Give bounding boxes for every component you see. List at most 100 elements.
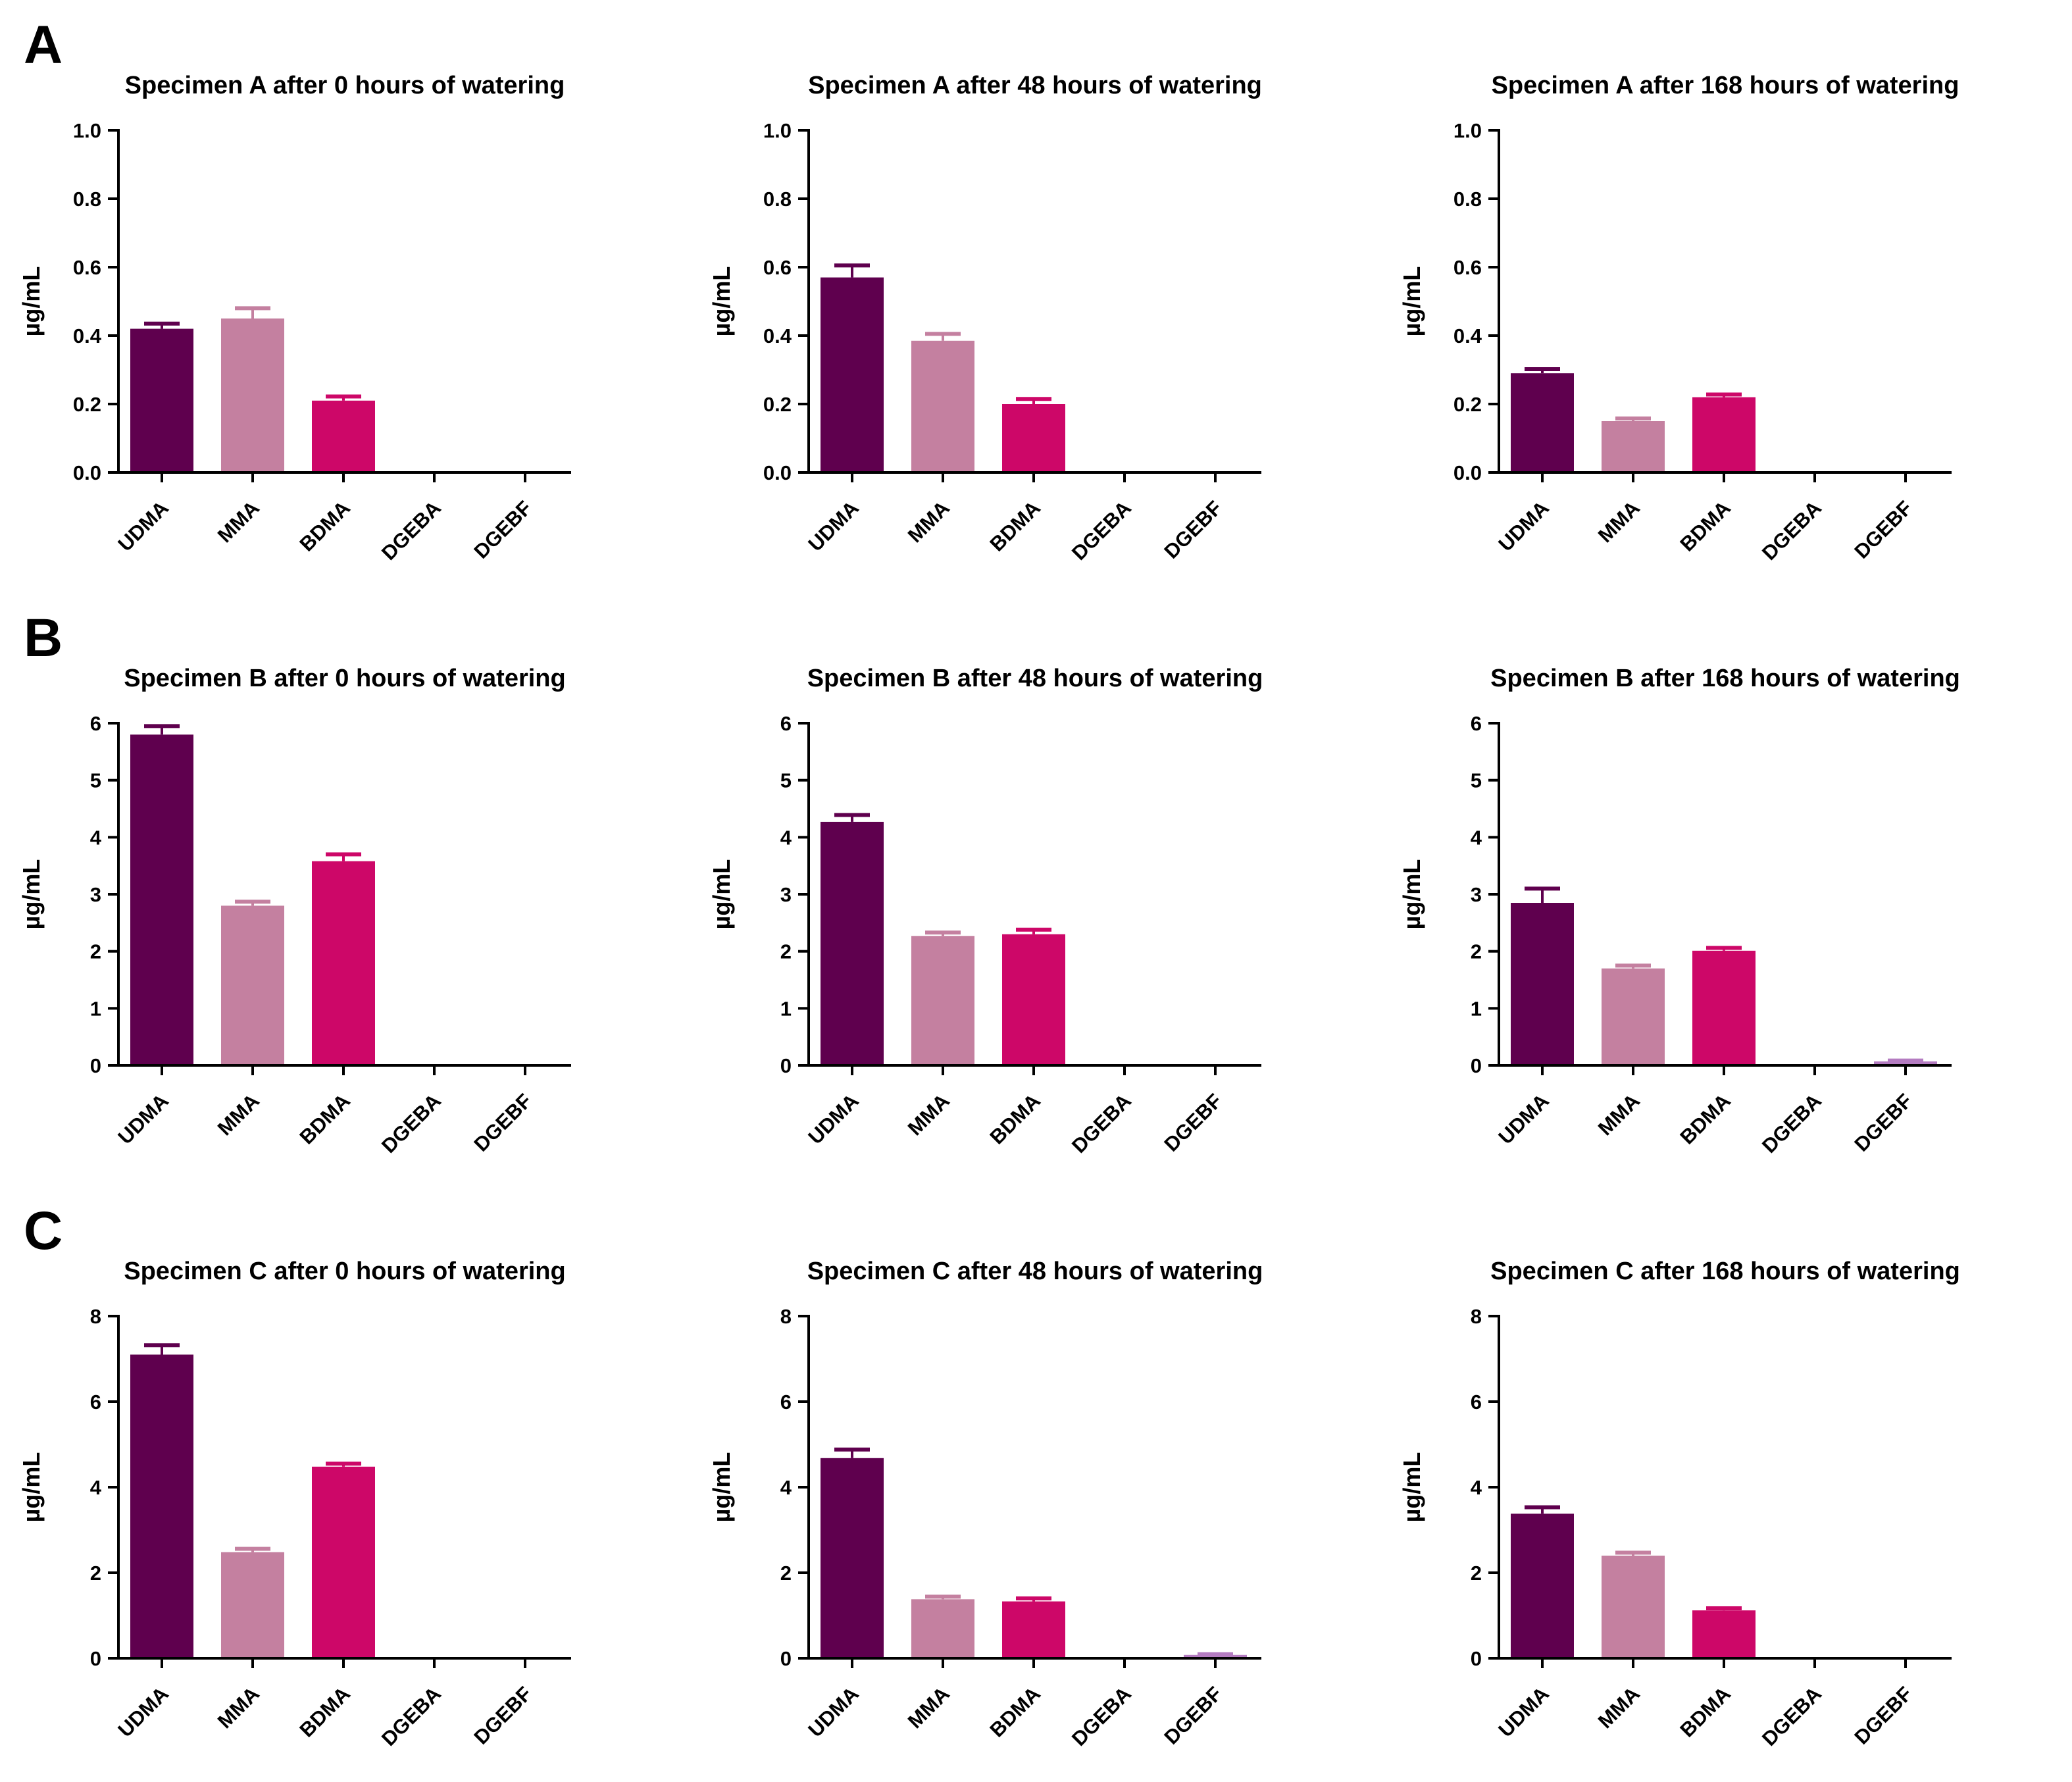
x-tick-label-BDMA: BDMA	[1675, 496, 1735, 556]
x-tick-label-BDMA: BDMA	[295, 1682, 355, 1742]
y-axis-label: µg/mL	[18, 859, 45, 930]
x-tick-label-DGEBF: DGEBF	[1850, 1682, 1916, 1748]
x-tick-label-UDMA: UDMA	[1494, 1089, 1554, 1149]
error-bar-BDMA	[326, 852, 361, 861]
error-bar-UDMA	[834, 263, 870, 278]
x-tick-label-DGEBF: DGEBF	[469, 496, 536, 563]
chart-title: Specimen A after 0 hours of watering	[125, 72, 565, 99]
x-tick-label-MMA: MMA	[213, 496, 264, 547]
y-tick-label: 2	[90, 940, 101, 963]
y-axis-label: µg/mL	[18, 1452, 45, 1523]
panel-row-b: B Specimen B after 0 hours of watering µg…	[0, 593, 2072, 1186]
panel-label-b: B	[24, 608, 63, 668]
x-tick-label-DGEBA: DGEBA	[1067, 1682, 1136, 1750]
x-tick-label-DGEBA: DGEBA	[377, 1089, 445, 1158]
bar-BDMA	[1002, 934, 1065, 1065]
bar-BDMA	[312, 400, 375, 472]
y-axis-label: µg/mL	[1398, 1452, 1425, 1523]
bar-chart-specimen-c-after-48-hours-of-watering: Specimen C after 48 hours of watering µg/…	[708, 1258, 1263, 1750]
bar-UDMA	[130, 734, 193, 1065]
error-bar-BDMA	[1706, 392, 1742, 397]
x-tick-label-UDMA: UDMA	[113, 496, 173, 556]
bar-DGEBF	[1184, 1654, 1247, 1658]
chart-slot: Specimen B after 48 hours of watering µg/…	[690, 593, 1380, 1186]
x-tick-label-MMA: MMA	[903, 1682, 954, 1733]
y-tick-label: 0.6	[763, 256, 792, 279]
y-tick-label: 0.8	[1453, 188, 1482, 211]
bar-BDMA	[312, 861, 375, 1065]
y-tick-label: 8	[90, 1305, 101, 1328]
error-bar-BDMA	[1016, 1596, 1051, 1602]
y-tick-label: 0.8	[763, 188, 792, 211]
chart-slot: Specimen A after 48 hours of watering µg/…	[690, 0, 1380, 593]
x-tick-label-DGEBA: DGEBA	[1757, 1682, 1826, 1750]
y-tick-label: 2	[780, 940, 792, 963]
error-bar-MMA	[925, 930, 961, 936]
y-tick-label: 4	[1471, 1476, 1482, 1499]
y-tick-label: 0.2	[1453, 393, 1482, 416]
y-tick-label: 5	[1471, 769, 1482, 792]
bar-chart-specimen-a-after-168-hours-of-watering: Specimen A after 168 hours of watering µg…	[1398, 72, 1959, 565]
y-tick-label: 0.4	[763, 324, 792, 347]
error-bar-BDMA	[1706, 946, 1742, 951]
error-bar-MMA	[925, 1594, 961, 1600]
y-tick-label: 0	[780, 1647, 792, 1670]
y-tick-label: 0.8	[73, 188, 101, 211]
chart-slot: Specimen B after 0 hours of watering µg/m…	[0, 593, 690, 1186]
x-tick-label-DGEBA: DGEBA	[377, 1682, 445, 1750]
bar-chart-specimen-a-after-0-hours-of-watering: Specimen A after 0 hours of watering µg/m…	[18, 72, 571, 565]
charts-row-a: Specimen A after 0 hours of watering µg/m…	[0, 0, 2071, 593]
chart-slot: Specimen B after 168 hours of watering µg…	[1380, 593, 2071, 1186]
bar-chart-specimen-c-after-168-hours-of-watering: Specimen C after 168 hours of watering µg…	[1398, 1258, 1960, 1750]
chart-title: Specimen C after 168 hours of watering	[1490, 1258, 1960, 1285]
bar-UDMA	[130, 328, 193, 472]
bar-BDMA	[1692, 397, 1756, 472]
y-tick-label: 8	[1471, 1305, 1482, 1328]
bar-chart-specimen-c-after-0-hours-of-watering: Specimen C after 0 hours of watering µg/m…	[18, 1258, 571, 1750]
y-tick-label: 1.0	[763, 119, 792, 142]
error-bar-MMA	[235, 306, 270, 318]
chart-slot: Specimen C after 168 hours of watering µg…	[1380, 1186, 2071, 1779]
chart-title: Specimen B after 168 hours of watering	[1490, 665, 1960, 692]
y-tick-label: 0.0	[1453, 461, 1482, 484]
chart-slot: Specimen A after 0 hours of watering µg/m…	[0, 0, 690, 593]
x-tick-label-UDMA: UDMA	[113, 1089, 173, 1149]
y-tick-label: 6	[780, 712, 792, 735]
panel-label-c: C	[24, 1201, 63, 1261]
y-axis-label: µg/mL	[708, 267, 735, 337]
bar-DGEBF	[1874, 1061, 1937, 1065]
x-tick-label-BDMA: BDMA	[1675, 1089, 1735, 1149]
bar-MMA	[221, 905, 284, 1065]
bar-UDMA	[1511, 903, 1574, 1065]
bar-chart-specimen-b-after-168-hours-of-watering: Specimen B after 168 hours of watering µg…	[1398, 665, 1960, 1158]
bar-MMA	[1602, 421, 1665, 472]
error-bar-MMA	[925, 332, 961, 341]
x-tick-label-BDMA: BDMA	[985, 496, 1045, 556]
bar-chart-specimen-b-after-48-hours-of-watering: Specimen B after 48 hours of watering µg/…	[708, 665, 1263, 1158]
bar-MMA	[911, 340, 974, 472]
error-bar-UDMA	[144, 724, 180, 735]
bar-UDMA	[821, 1458, 884, 1658]
error-bar-UDMA	[1525, 1505, 1560, 1514]
y-tick-label: 0.2	[73, 393, 101, 416]
y-tick-label: 8	[780, 1305, 792, 1328]
y-tick-label: 2	[780, 1562, 792, 1585]
error-bar-UDMA	[1525, 886, 1560, 903]
bar-UDMA	[1511, 1514, 1574, 1658]
y-axis-label: µg/mL	[1398, 267, 1425, 337]
x-tick-label-DGEBF: DGEBF	[1159, 1682, 1226, 1748]
y-tick-label: 5	[780, 769, 792, 792]
y-axis-label: µg/mL	[1398, 859, 1425, 930]
x-tick-label-MMA: MMA	[213, 1089, 264, 1140]
x-tick-label-UDMA: UDMA	[1494, 496, 1554, 556]
y-axis-label: µg/mL	[708, 859, 735, 930]
y-tick-label: 3	[1471, 883, 1482, 906]
x-tick-label-DGEBA: DGEBA	[1757, 1089, 1826, 1158]
error-bar-DGEBF	[1198, 1652, 1233, 1656]
y-tick-label: 4	[780, 1476, 792, 1499]
x-tick-label-DGEBF: DGEBF	[1159, 1089, 1226, 1156]
bar-BDMA	[1002, 404, 1065, 472]
bar-BDMA	[312, 1466, 375, 1658]
x-tick-label-UDMA: UDMA	[803, 1682, 863, 1742]
panel-label-a: A	[24, 15, 63, 75]
